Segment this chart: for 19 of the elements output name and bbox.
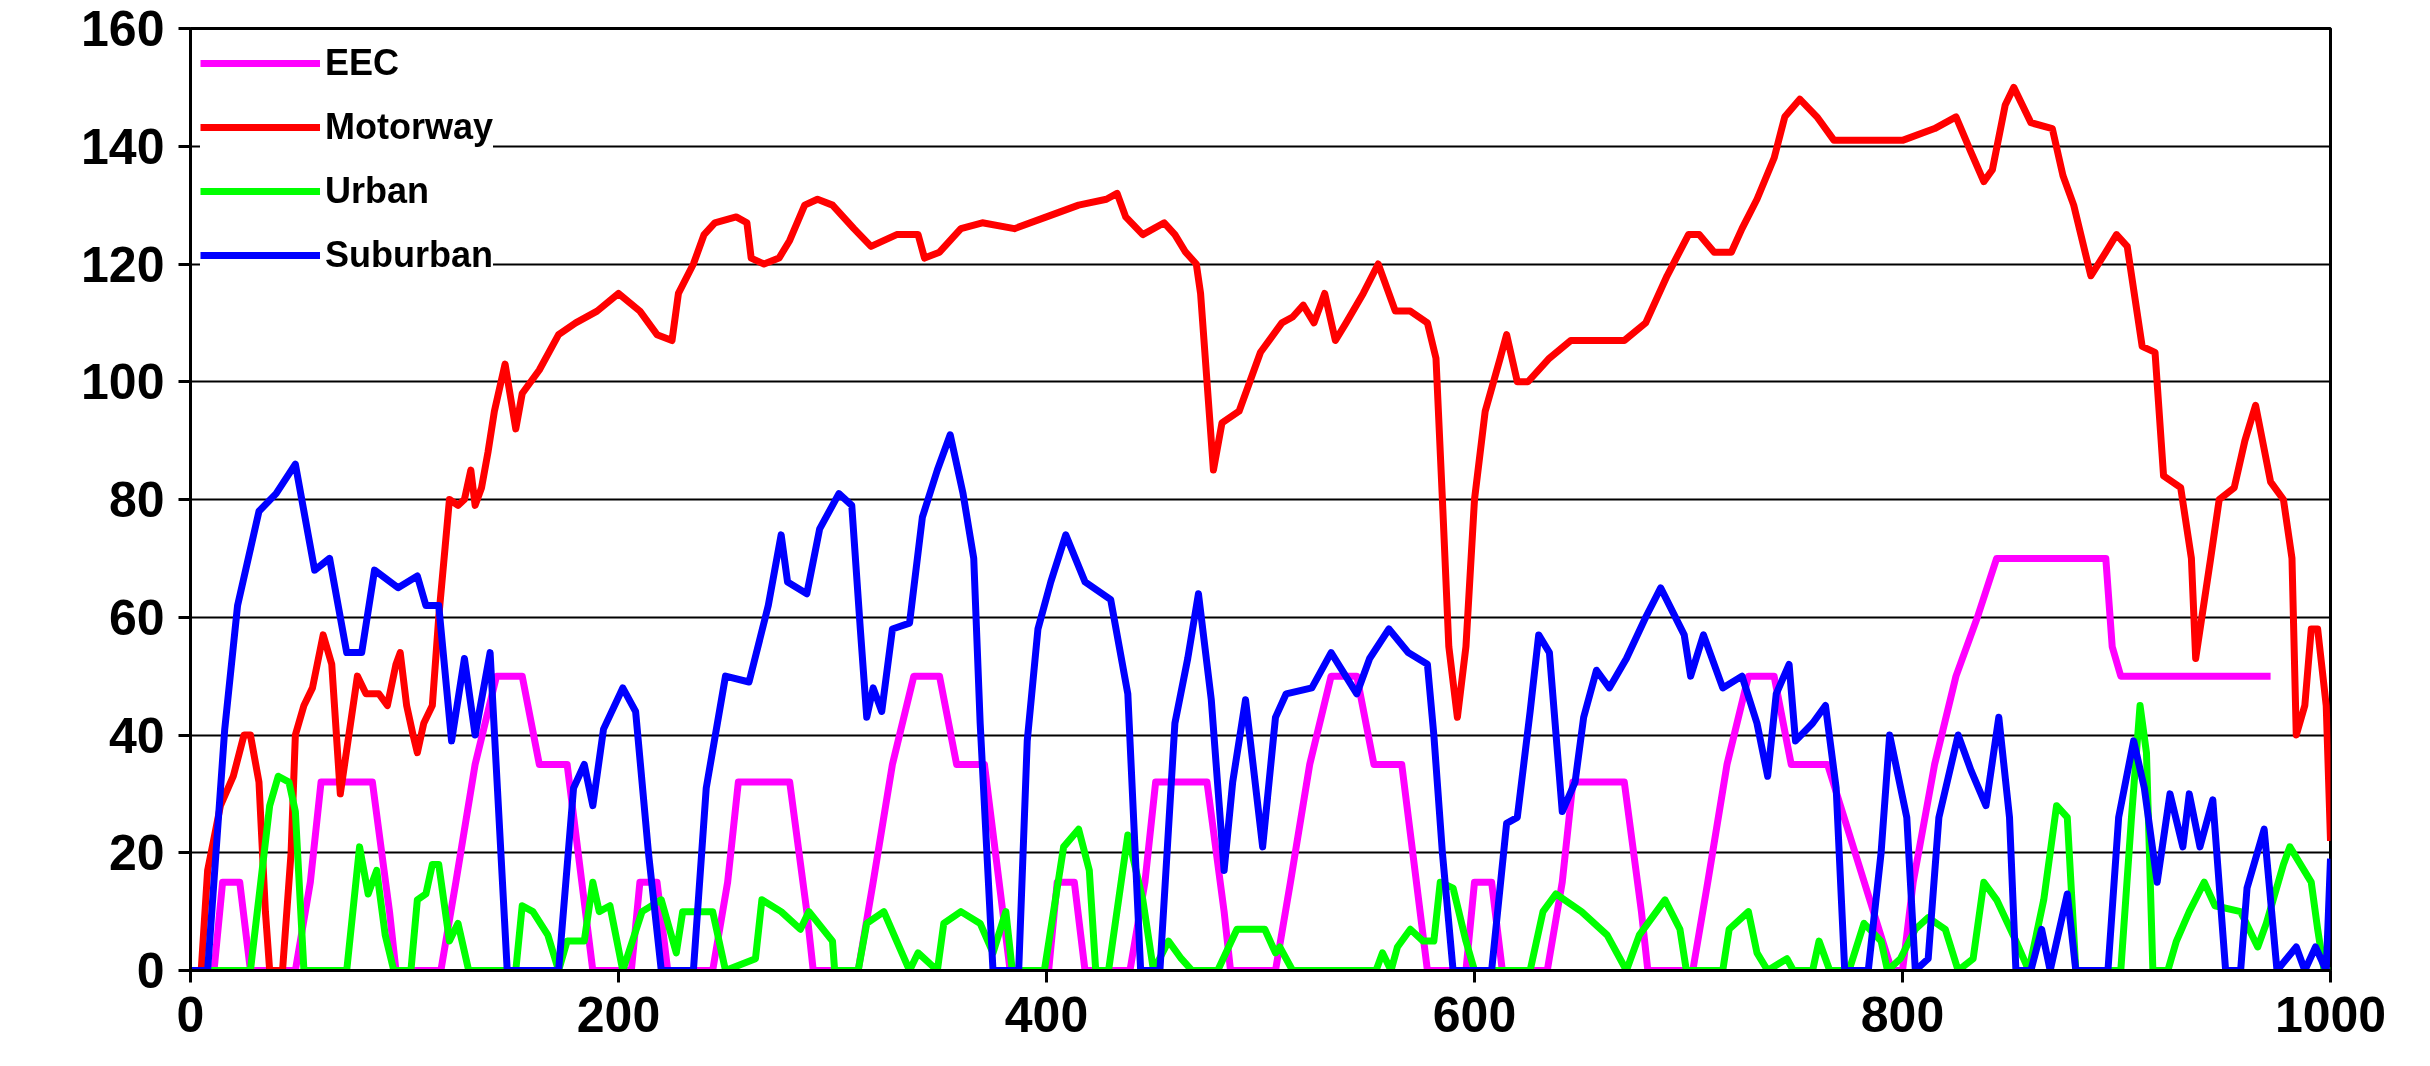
y-tick-label: 0 [136,943,165,999]
y-tick-label: 100 [81,354,165,411]
y-tick-label: 60 [108,589,165,646]
x-tick-label: 0 [176,986,205,1043]
y-tick-label: 140 [81,118,165,175]
y-tick-label: 80 [108,472,165,528]
x-tick-label: 600 [1432,986,1517,1043]
x-tick-label: 800 [1860,986,1945,1043]
x-tick-label: 400 [1004,986,1089,1043]
legend-label: Motorway [325,105,494,149]
y-tick-label: 20 [108,825,165,882]
x-tick-label: 1000 [2274,986,2387,1043]
legend-label: Urban [325,169,430,213]
y-tick-label: 160 [81,1,165,57]
y-tick-label: 120 [81,236,165,293]
legend-label: EEC [325,41,400,85]
x-tick-label: 200 [576,986,661,1043]
y-tick-label: 40 [108,707,165,764]
legend-label: Suburban [325,233,493,277]
